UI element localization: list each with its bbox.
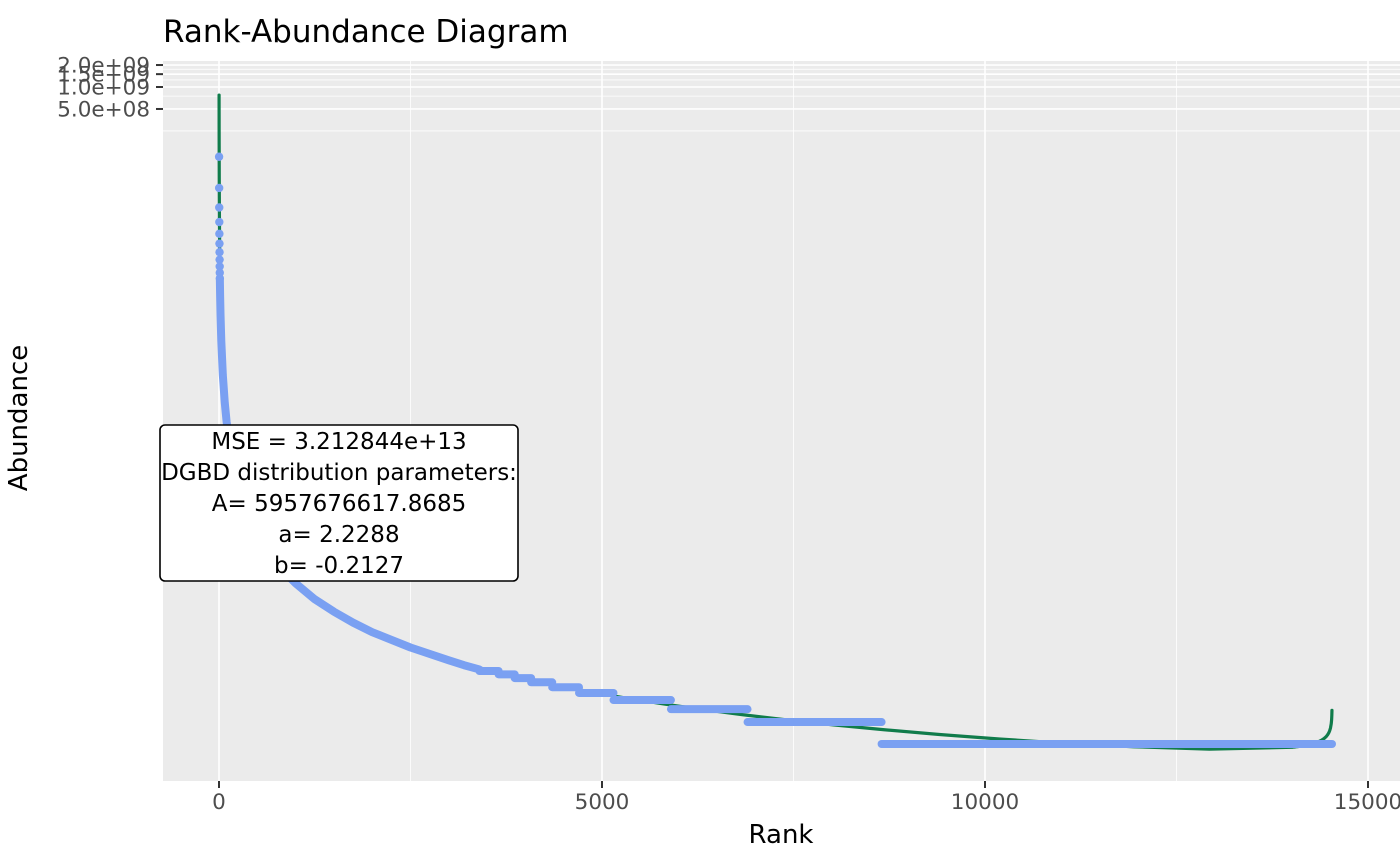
y-tick-label: 2.0e+09 [57,54,150,79]
annotation-text-line: DGBD distribution parameters: [161,460,517,486]
y-axis-label: Abundance [4,345,34,491]
data-point-dot [215,203,224,212]
annotation-box [159,424,519,582]
x-axis-label: Rank [749,820,814,850]
y-tick-label: 1.0e+09 [57,76,150,101]
data-point-dot [215,255,224,264]
annotation-text-line: a= 2.2288 [278,522,399,548]
annotation-text-line: MSE = 3.212844e+13 [211,429,466,455]
y-tick-label: 5.0e+08 [57,97,150,122]
x-tick-label: 0 [212,790,226,815]
data-point-dot [215,217,224,227]
chart-title: Rank-Abundance Diagram [163,14,569,50]
annotation-text-line: b= -0.2127 [274,553,404,579]
panel-background [163,61,1400,781]
annotation-text-line: A= 5957676617.8685 [212,491,467,517]
data-point-dot [215,239,224,248]
data-point-dot [214,152,224,161]
data-point-dot [215,274,225,283]
annotation-text-group: MSE = 3.212844e+13 DGBD distribution para… [161,429,517,579]
data-point-dot [215,229,224,238]
x-tick-label: 15000 [1334,790,1400,815]
data-point-dot [215,262,224,271]
x-tick-label: 10000 [951,790,1019,815]
data-point-dot [215,247,224,257]
y-tick-label: 1.5e+09 [57,63,150,88]
x-tick-label: 5000 [575,790,630,815]
data-point-dot [214,183,224,193]
